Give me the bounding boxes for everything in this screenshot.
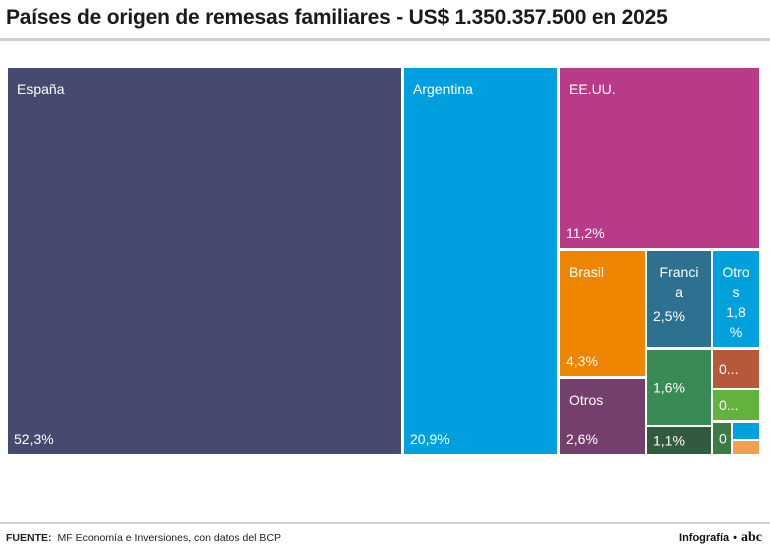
tile-5: Otros 2,6%	[560, 379, 645, 454]
tile-11: 0...	[713, 390, 759, 420]
tile-label: Argentina	[413, 81, 473, 97]
tile-label: EE.UU.	[569, 81, 616, 97]
tile-9: 1,1%	[647, 427, 711, 454]
tile-rect	[733, 441, 759, 454]
tile-13	[733, 423, 759, 439]
tile-1: España 52,3%	[8, 68, 401, 454]
tile-10: 0...	[713, 350, 759, 388]
tile-value: 1,6%	[653, 380, 685, 396]
tile-label: s	[733, 284, 740, 300]
title-divider	[0, 38, 770, 41]
tile-rect	[647, 251, 711, 347]
tile-rect	[647, 427, 711, 454]
tile-value: 0	[719, 431, 727, 447]
credit-label: Infografía	[679, 532, 730, 544]
source-label: FUENTE:	[6, 532, 52, 544]
brand-logo: abc	[741, 530, 762, 545]
tile-value: %	[730, 324, 742, 340]
tile-rect	[560, 68, 759, 248]
tile-4: Brasil 4,3%	[560, 251, 645, 376]
tile-value: 4,3%	[566, 353, 598, 369]
tile-6: Franci a 2,5%	[647, 251, 711, 347]
credit-separator: •	[733, 532, 737, 544]
tile-value: 0...	[719, 397, 738, 413]
tile-rect	[647, 350, 711, 425]
tile-3: EE.UU. 11,2%	[560, 68, 759, 248]
tile-rect	[404, 68, 557, 454]
footer-divider	[0, 522, 770, 524]
tile-value: 2,5%	[653, 308, 685, 324]
credit: Infografía • abc	[679, 530, 762, 546]
tile-rect	[713, 350, 759, 388]
tile-label: Brasil	[569, 264, 604, 280]
tile-rect	[713, 423, 731, 454]
tile-rect	[713, 390, 759, 420]
tile-label: a	[675, 284, 683, 300]
tile-8: 1,6%	[647, 350, 711, 425]
tile-rect	[713, 251, 759, 347]
tile-rect	[733, 423, 759, 439]
tile-value: 52,3%	[14, 431, 54, 447]
tile-rect	[560, 251, 645, 376]
tile-label: Otros	[569, 392, 603, 408]
source-note: FUENTE: MF Economía e Inversiones, con da…	[6, 532, 281, 544]
tile-2: Argentina 20,9%	[404, 68, 557, 454]
tile-value: 11,2%	[566, 225, 605, 241]
tile-12: 0	[713, 423, 731, 454]
source-text: MF Economía e Inversiones, con datos del…	[57, 532, 282, 544]
tile-label: Otro	[722, 264, 749, 280]
tile-value: 2,6%	[566, 431, 598, 447]
tile-value: 20,9%	[410, 431, 450, 447]
tile-rect	[8, 68, 401, 454]
tile-value: 0...	[719, 361, 738, 377]
tile-rect	[560, 379, 645, 454]
tile-14	[733, 441, 759, 454]
tile-label: España	[17, 81, 65, 97]
tile-7: Otro s 1,8%	[713, 251, 759, 347]
tile-value: 1,1%	[653, 433, 685, 449]
tile-label: Franci	[660, 264, 699, 280]
chart-title: Países de origen de remesas familiares -…	[6, 6, 668, 29]
tile-value: 1,8	[726, 304, 746, 320]
